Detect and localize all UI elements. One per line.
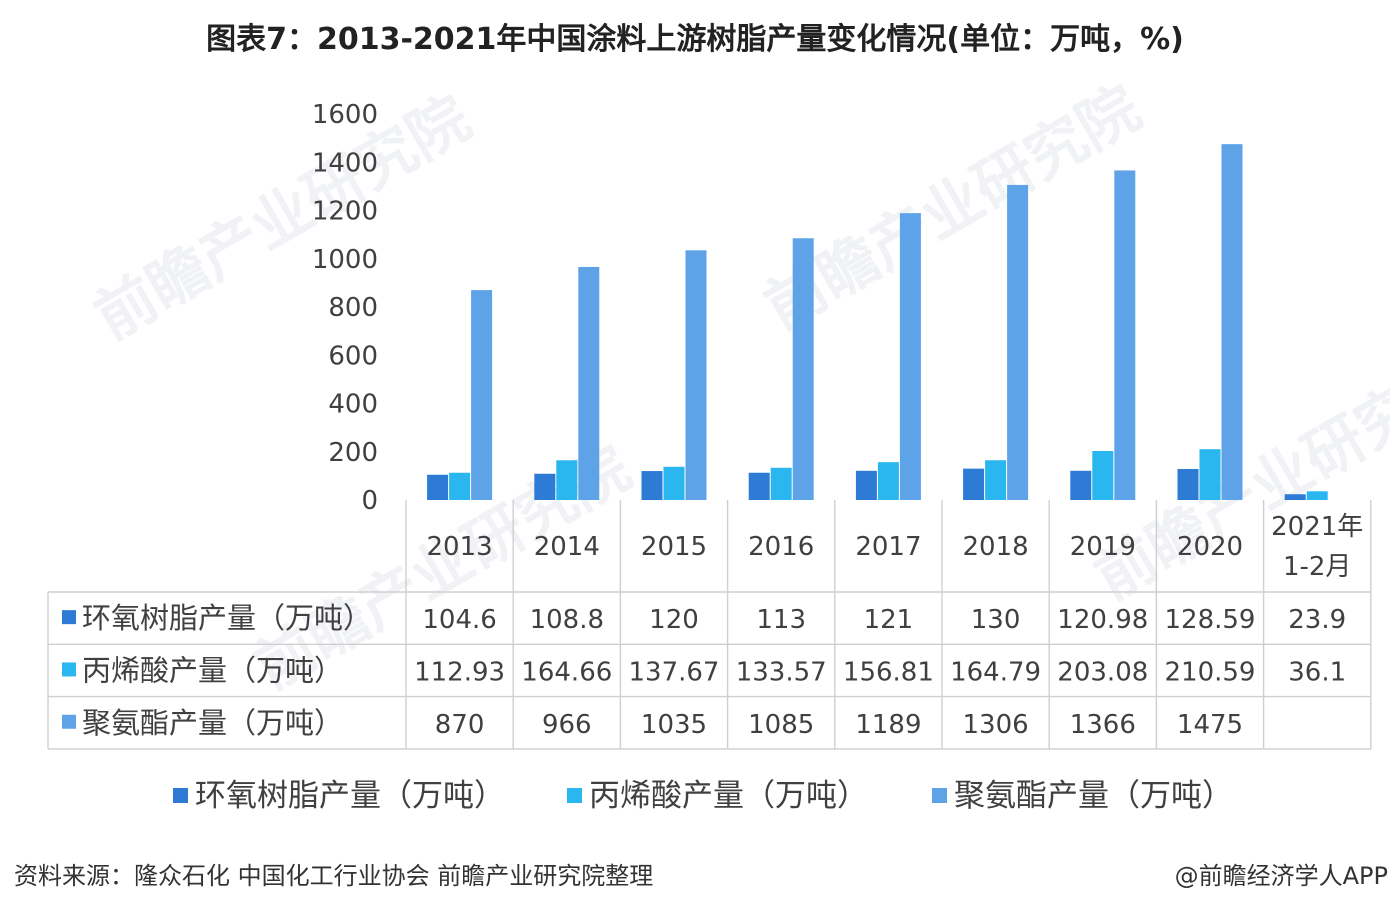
bars: [427, 144, 1328, 501]
data-label: 203.08: [1057, 657, 1148, 687]
data-label: 120: [649, 605, 699, 635]
y-tick-label: 200: [328, 438, 378, 468]
bar: [641, 471, 663, 500]
bar: [985, 460, 1007, 500]
category-label-line: 1-2月: [1283, 552, 1351, 582]
bar: [1070, 470, 1092, 500]
data-label: 156.81: [843, 657, 934, 687]
legend: 环氧树脂产量（万吨） 丙烯酸产量（万吨） 聚氨酯产量（万吨）: [173, 778, 1233, 814]
data-label: 966: [542, 710, 592, 740]
row-label: 聚氨酯产量（万吨）: [82, 706, 343, 740]
category-label: 2017: [855, 532, 921, 562]
category-label: 2014: [534, 532, 600, 562]
data-label: 36.1: [1288, 657, 1346, 687]
data-label: 870: [435, 710, 485, 740]
data-label: 121: [864, 605, 914, 635]
data-label: 112.93: [414, 657, 505, 687]
data-label: 104.6: [422, 605, 496, 635]
legend-label: 丙烯酸产量（万吨）: [589, 778, 868, 814]
bar: [1284, 494, 1306, 500]
chart-title: 图表7：2013-2021年中国涂料上游树脂产量变化情况(单位：万吨，%): [206, 22, 1184, 57]
data-label: 23.9: [1288, 605, 1346, 635]
category-label: 2019: [1070, 532, 1136, 562]
y-tick-label: 1600: [312, 100, 378, 130]
row-label: 环氧树脂产量（万吨）: [82, 601, 372, 635]
data-label: 1085: [748, 710, 814, 740]
data-label: 133.57: [736, 657, 827, 687]
credit: @前瞻经济学人APP: [1174, 862, 1388, 890]
data-label: 1366: [1070, 710, 1136, 740]
data-label: 137.67: [629, 657, 720, 687]
data-label: 128.59: [1165, 605, 1256, 635]
bar: [1221, 144, 1243, 500]
bar: [899, 213, 921, 500]
bar: [877, 462, 899, 500]
bar: [792, 238, 814, 500]
data-label: 120.98: [1057, 605, 1148, 635]
y-tick-label: 0: [361, 486, 378, 516]
data-label: 108.8: [530, 605, 604, 635]
legend-swatch: [932, 788, 947, 803]
y-tick-label: 400: [328, 390, 378, 420]
legend-swatch: [62, 610, 76, 625]
bar: [471, 290, 493, 500]
bar: [556, 460, 578, 500]
category-label: 2013: [427, 532, 493, 562]
legend-swatch: [567, 788, 582, 803]
y-tick-label: 1400: [312, 148, 378, 178]
bar: [1114, 170, 1136, 500]
category-label: 2015: [641, 532, 707, 562]
data-label: 1035: [641, 710, 707, 740]
legend-swatch: [62, 662, 76, 677]
category-label-line: 2021年: [1271, 512, 1363, 542]
legend-label: 聚氨酯产量（万吨）: [954, 778, 1233, 814]
bar: [685, 250, 707, 500]
bar: [427, 474, 449, 500]
bar: [578, 266, 600, 500]
bar: [534, 473, 556, 500]
legend-swatch: [62, 714, 76, 729]
data-label: 164.79: [950, 657, 1041, 687]
data-label: 164.66: [521, 657, 612, 687]
bar: [963, 468, 985, 500]
y-tick-label: 1000: [312, 245, 378, 275]
category-label: 2016: [748, 532, 814, 562]
data-label: 1475: [1177, 710, 1243, 740]
data-label: 130: [971, 605, 1021, 635]
category-label: 2018: [963, 532, 1029, 562]
bar: [770, 467, 792, 500]
bar: [1092, 451, 1114, 500]
bar: [449, 472, 471, 500]
data-label: 1189: [855, 710, 921, 740]
data-label: 1306: [963, 710, 1029, 740]
bar: [1177, 468, 1199, 500]
bar: [1007, 184, 1029, 501]
y-axis: 0 200 400 600 800 1000 1200 1400 1600: [312, 100, 378, 516]
bar: [663, 466, 685, 500]
data-label: 113: [756, 605, 806, 635]
y-tick-label: 800: [328, 293, 378, 323]
legend-label: 环氧树脂产量（万吨）: [195, 778, 505, 814]
bar: [1306, 491, 1328, 500]
bar: [748, 472, 770, 500]
y-tick-label: 1200: [312, 197, 378, 227]
legend-swatch: [173, 788, 188, 803]
bar: [1199, 449, 1221, 500]
row-label: 丙烯酸产量（万吨）: [82, 653, 343, 687]
data-table: 2013 2014 2015 2016 2017 2018 2019 2020 2021年 1-2…: [47, 500, 1372, 750]
bar: [855, 470, 877, 500]
category-label: 2021年 1-2月: [1271, 512, 1363, 582]
data-label: 210.59: [1165, 657, 1256, 687]
source-note: 资料来源：隆众石化 中国化工行业协会 前瞻产业研究院整理: [14, 862, 654, 890]
y-tick-label: 600: [328, 341, 378, 371]
category-label: 2020: [1177, 532, 1243, 562]
